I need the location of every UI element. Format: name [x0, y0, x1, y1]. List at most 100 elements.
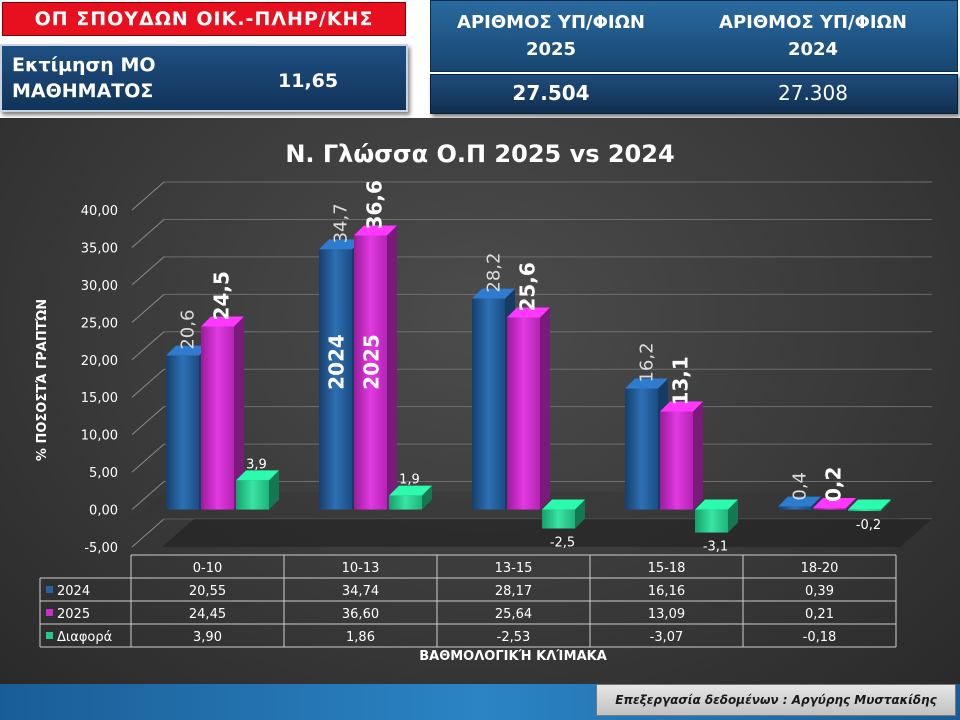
chart-title: Ν. Γλώσσα Ο.Π 2025 vs 2024 [285, 140, 674, 168]
y-tick-label: 20,00 [81, 354, 118, 369]
y-tick-label: 5,00 [89, 466, 118, 481]
table-cell: -0,18 [803, 630, 837, 645]
table-cell: 24,45 [189, 607, 226, 622]
data-label: 28,2 [484, 253, 505, 293]
table-cell: -2,53 [497, 630, 531, 645]
bar [507, 317, 540, 510]
bar-side [575, 499, 585, 529]
data-label: 0,4 [790, 472, 811, 501]
bar-side [234, 316, 244, 510]
bar-side [728, 499, 738, 533]
bar-side [846, 497, 856, 510]
bar-top [778, 496, 821, 507]
data-label: 36,6 [363, 180, 387, 229]
bar [695, 509, 728, 533]
legend-swatch [46, 632, 53, 639]
x-tick-label: 15-18 [648, 561, 686, 576]
program-badge-text: ΟΠ ΣΠΟΥΔΩΝ ΟΙΚ.-ΠΛΗΡ/ΚΗΣ [34, 8, 374, 30]
table-cell: 13,09 [648, 607, 685, 622]
data-label: 3,9 [246, 457, 267, 472]
bar [472, 298, 505, 510]
bar-top [389, 485, 432, 496]
gridline-side [131, 481, 165, 510]
bar-top [542, 499, 585, 510]
x-tick-label: 10-13 [342, 561, 380, 576]
count-2024-value: 27.308 [778, 81, 848, 105]
bar-side [881, 499, 891, 512]
data-label: 16,2 [637, 342, 658, 382]
data-label: 20,6 [178, 310, 199, 350]
in-bar-label: 2025 [360, 334, 384, 390]
y-tick-label: 10,00 [81, 429, 118, 444]
credit-text: Επεξεργασία δεδομένων : Αργύρης Μυστακίδ… [615, 693, 937, 707]
bar-top [625, 378, 668, 389]
bar-side [422, 485, 432, 510]
bar-top [319, 239, 362, 250]
bar [625, 388, 658, 510]
estimate-box: Εκτίμηση ΜΟ ΜΑΘΗΜΑΤΟΣ 11,65 [0, 44, 408, 112]
y-axis-label: % ΠΟΣΟΣΤΆ ΓΡΑΠΤΏΝ [35, 299, 50, 461]
bar-side [811, 496, 821, 510]
legend-swatch [46, 586, 53, 593]
gridline-side [131, 293, 165, 323]
bar-top [354, 225, 397, 236]
data-label: 0,2 [822, 467, 846, 502]
table-cell: 1,86 [346, 630, 375, 645]
gridline-side [131, 256, 165, 286]
bar-top [660, 401, 703, 412]
credit-box: Επεξεργασία δεδομένων : Αργύρης Μυστακίδ… [596, 684, 956, 716]
bar-top [201, 316, 244, 327]
bar-side [693, 401, 703, 510]
gridline-side [131, 219, 165, 248]
bar [319, 249, 352, 510]
table-cell: -3,07 [650, 630, 684, 645]
y-tick-label: 30,00 [81, 279, 118, 294]
student-count-header: ΑΡΙΘΜΟΣ ΥΠ/ΦΙΩΝ 2025 ΑΡΙΘΜΟΣ ΥΠ/ΦΙΩΝ 202… [430, 0, 958, 72]
bar [166, 355, 199, 510]
y-tick-label: 40,00 [81, 204, 118, 219]
base-shadow [162, 519, 932, 547]
count-2024-label: ΑΡΙΘΜΟΣ ΥΠ/ΦΙΩΝ 2024 [719, 12, 907, 60]
bar [660, 411, 693, 510]
data-label: 24,5 [210, 271, 234, 320]
bar [778, 506, 811, 510]
bar-top [166, 345, 209, 356]
bar [354, 235, 387, 510]
data-label: -3,1 [703, 540, 728, 555]
program-badge: ΟΠ ΣΠΟΥΔΩΝ ΟΙΚ.-ΠΛΗΡ/ΚΗΣ [2, 2, 406, 36]
y-tick-label: 15,00 [81, 391, 118, 406]
table-cell: 20,55 [189, 584, 226, 599]
table-cell: 16,16 [648, 584, 685, 599]
table-cell: 25,64 [495, 607, 532, 622]
data-label: -0,2 [856, 518, 881, 533]
table-cell: 36,60 [342, 607, 379, 622]
gridline-side [131, 331, 165, 361]
legend-entry: 2025 [57, 607, 90, 622]
y-tick-label: 35,00 [81, 241, 118, 256]
y-tick-label: 0,00 [89, 504, 118, 519]
bar [848, 509, 881, 512]
table-cell: 34,74 [342, 584, 379, 599]
data-label: 13,1 [669, 356, 693, 405]
bar-side [387, 225, 397, 510]
y-tick-label: -5,00 [84, 541, 118, 556]
in-bar-label: 2024 [325, 334, 349, 390]
bar-top [848, 499, 891, 510]
legend-entry: Διαφορά [57, 630, 112, 645]
gridline-side [131, 443, 165, 473]
legend-swatch [46, 609, 53, 616]
chart: 40,00 35,00 30,00 25,00 20,00 15,00 10,00 5,00 0… [35, 140, 932, 664]
bar [542, 509, 575, 529]
chart-area: 40,00 35,00 30,00 25,00 20,00 15,00 10,00 5,00 0… [0, 118, 960, 684]
count-2025-value: 27.504 [512, 81, 590, 105]
gridline-side [131, 181, 165, 211]
gridline-side [131, 518, 165, 548]
bar-side [269, 470, 279, 510]
bar-top [695, 499, 738, 510]
table-cell: 3,90 [193, 630, 222, 645]
bar-top [813, 497, 856, 508]
table-cell: 0,21 [805, 607, 834, 622]
data-label: -2,5 [550, 536, 575, 551]
gridline-side [131, 406, 165, 436]
x-tick-label: 0-10 [193, 561, 223, 576]
